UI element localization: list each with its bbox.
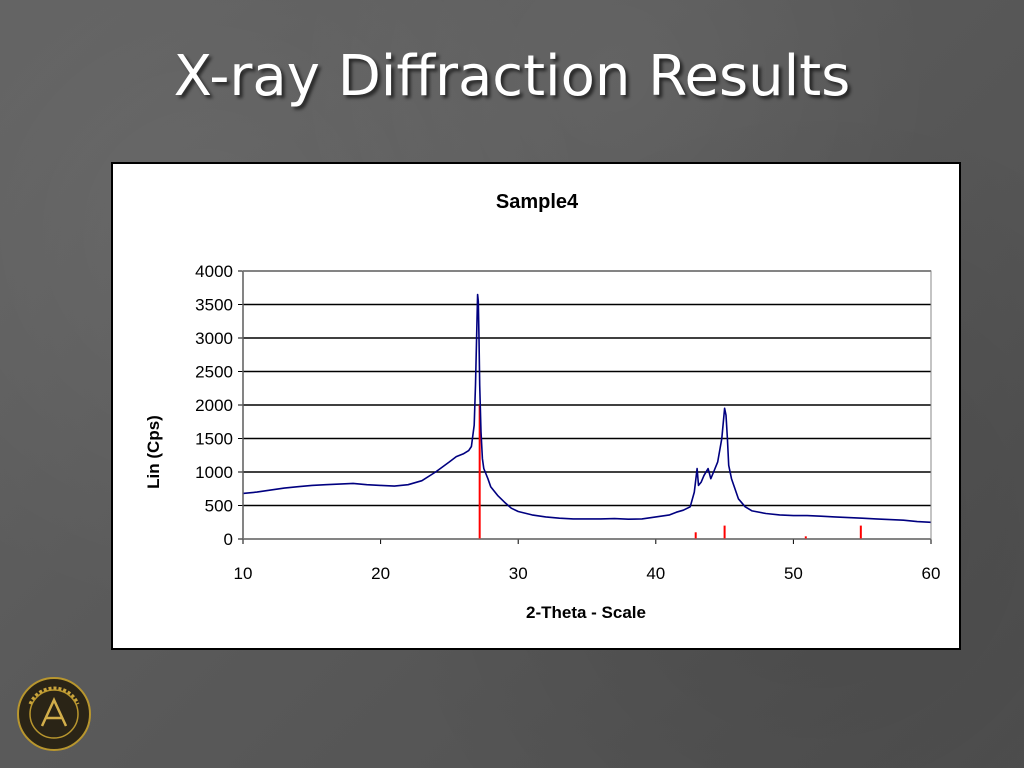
tick-labels: 0 500 1000 1500 2000 2500 3000 3500 4000 10 20 30 40…: [195, 262, 940, 583]
y-tick-label: 4000: [195, 262, 233, 281]
y-tick-label: 500: [205, 497, 233, 516]
slide-title: X-ray Diffraction Results: [173, 44, 851, 109]
x-axis-label: 2-Theta - Scale: [526, 603, 646, 622]
x-tick-label: 60: [922, 564, 941, 583]
x-tick-label: 30: [509, 564, 528, 583]
chart-container: Sample4 Lin (Cps) 2-Theta - Scale 0 500 10…: [111, 162, 961, 650]
xrd-chart: Sample4 Lin (Cps) 2-Theta - Scale 0 500 10…: [144, 191, 940, 622]
gridlines: [238, 270, 932, 544]
x-tick-label: 20: [371, 564, 390, 583]
university-logo: [16, 676, 92, 752]
logo-seal-icon: [17, 677, 91, 751]
y-axis-label: Lin (Cps): [144, 415, 163, 489]
series-layer: [242, 293, 932, 524]
y-tick-label: 2500: [195, 363, 233, 382]
series-line: [242, 293, 932, 524]
y-tick-label: 1000: [195, 463, 233, 482]
y-tick-label: 0: [224, 530, 233, 549]
y-tick-label: 3000: [195, 329, 233, 348]
y-tick-label: 3500: [195, 296, 233, 315]
y-tick-label: 1500: [195, 430, 233, 449]
x-tick-label: 10: [234, 564, 253, 583]
x-tick-label: 50: [784, 564, 803, 583]
chart-title: Sample4: [496, 191, 579, 213]
x-tick-label: 40: [646, 564, 665, 583]
y-tick-label: 2000: [195, 396, 233, 415]
plot-area-frame: [242, 270, 932, 540]
reference-peaks: [478, 405, 862, 539]
